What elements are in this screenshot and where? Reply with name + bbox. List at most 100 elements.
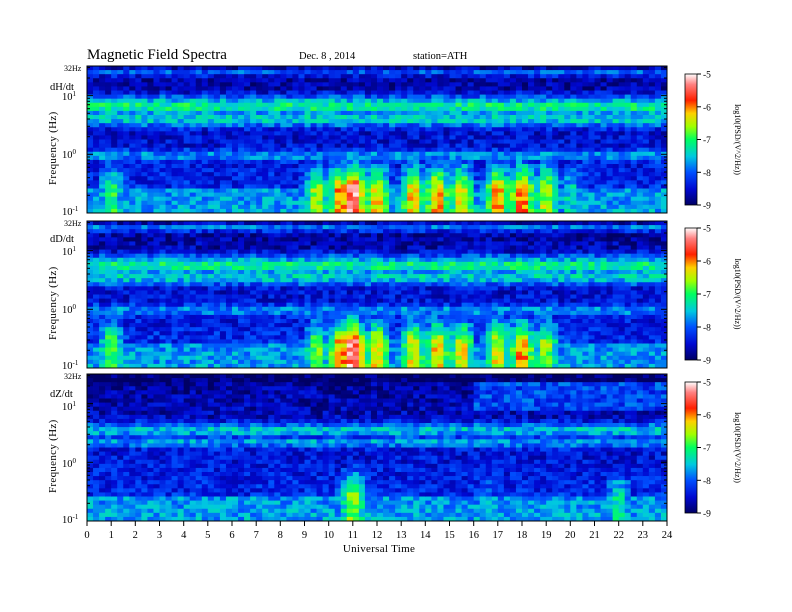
heatmap-cell	[558, 196, 565, 202]
heatmap-cell	[401, 143, 408, 149]
heatmap-cell	[219, 94, 227, 100]
heatmap-cell	[473, 168, 481, 173]
heatmap-cell	[630, 147, 638, 153]
heatmap-cell	[141, 245, 148, 250]
heatmap-cell	[141, 253, 148, 259]
heatmap-cell	[141, 270, 148, 275]
heatmap-cell	[201, 298, 209, 304]
heatmap-cell	[225, 102, 233, 108]
heatmap-cell	[558, 131, 565, 136]
heatmap-cell	[129, 229, 136, 234]
heatmap-cell	[443, 78, 450, 83]
heatmap-cell	[105, 151, 112, 157]
heatmap-cell	[183, 188, 191, 193]
heatmap-cell	[105, 110, 112, 116]
heatmap-cell	[232, 102, 239, 108]
heatmap-cell	[87, 327, 94, 332]
heatmap-cell	[467, 78, 475, 83]
heatmap-cell	[195, 310, 203, 316]
heatmap-cell	[370, 204, 378, 210]
heatmap-cell	[340, 90, 348, 95]
heatmap-cell	[304, 168, 311, 173]
heatmap-cell	[262, 110, 269, 116]
heatmap-cell	[310, 204, 317, 210]
heatmap-cell	[165, 229, 172, 234]
heatmap-cell	[497, 188, 505, 193]
heatmap-cell	[201, 82, 209, 87]
heatmap-cell	[232, 302, 239, 308]
heatmap-cell	[195, 123, 203, 128]
heatmap-cell	[195, 335, 203, 340]
heatmap-cell	[570, 176, 577, 181]
heatmap-cell	[238, 180, 245, 185]
heatmap-cell	[244, 155, 251, 161]
heatmap-cell	[334, 159, 342, 165]
heatmap-cell	[105, 253, 112, 259]
heatmap-cell	[256, 139, 263, 144]
ylabel-dh: Frequency (Hz)	[47, 111, 59, 185]
heatmap-cell	[250, 110, 257, 116]
heatmap-cell	[93, 74, 100, 79]
heatmap-cell	[654, 200, 662, 206]
heatmap-cell	[334, 106, 342, 112]
heatmap-cell	[552, 159, 559, 165]
heatmap-cell	[576, 123, 583, 128]
heatmap-cell	[383, 115, 390, 120]
heatmap-cell	[225, 176, 233, 181]
heatmap-cell	[515, 94, 523, 100]
heatmap-cell	[437, 159, 444, 165]
heatmap-cell	[87, 241, 94, 246]
heatmap-cell	[473, 147, 481, 153]
heatmap-cell	[280, 323, 287, 328]
heatmap-cell	[177, 94, 185, 100]
heatmap-cell	[207, 221, 215, 226]
heatmap-cell	[87, 200, 94, 206]
heatmap-cell	[87, 94, 94, 100]
heatmap-cell	[232, 253, 239, 259]
heatmap-cell	[292, 192, 299, 198]
heatmap-cell	[105, 106, 112, 112]
heatmap-cell	[111, 82, 118, 87]
heatmap-cell	[213, 331, 221, 336]
heatmap-cell	[413, 119, 420, 124]
heatmap-cell	[141, 335, 148, 340]
heatmap-cell	[570, 106, 577, 112]
heatmap-cell	[358, 106, 366, 112]
heatmap-cell	[286, 74, 293, 79]
heatmap-cell	[304, 294, 311, 299]
heatmap-cell	[304, 192, 311, 198]
heatmap-cell	[111, 155, 118, 161]
heatmap-cell	[497, 143, 505, 149]
heatmap-cell	[588, 66, 595, 71]
heatmap-cell	[654, 180, 662, 185]
heatmap-cell	[431, 204, 438, 210]
heatmap-cell	[443, 139, 450, 144]
heatmap-cell	[636, 168, 644, 173]
heatmap-cell	[401, 159, 408, 165]
heatmap-cell	[431, 188, 438, 193]
heatmap-cell	[413, 106, 420, 112]
heatmap-cell	[636, 204, 644, 210]
heatmap-cell	[165, 176, 172, 181]
heatmap-cell	[316, 176, 324, 181]
heatmap-cell	[117, 298, 124, 304]
heatmap-cell	[328, 184, 336, 189]
heatmap-cell	[171, 135, 179, 140]
heatmap-cell	[183, 168, 191, 173]
heatmap-cell	[304, 176, 311, 181]
heatmap-cell	[570, 82, 577, 87]
heatmap-cell	[238, 70, 245, 75]
heatmap-cell	[274, 176, 281, 181]
heatmap-cell	[540, 180, 547, 185]
heatmap-cell	[467, 74, 475, 79]
heatmap-cell	[99, 94, 106, 100]
heatmap-cell	[370, 180, 378, 185]
heatmap-cell	[624, 119, 632, 124]
heatmap-cell	[485, 164, 493, 169]
heatmap-cell	[238, 323, 245, 328]
heatmap-cell	[292, 110, 299, 116]
heatmap-cell	[274, 196, 281, 202]
heatmap-cell	[117, 164, 124, 169]
heatmap-cell	[419, 123, 426, 128]
heatmap-cell	[636, 159, 644, 165]
